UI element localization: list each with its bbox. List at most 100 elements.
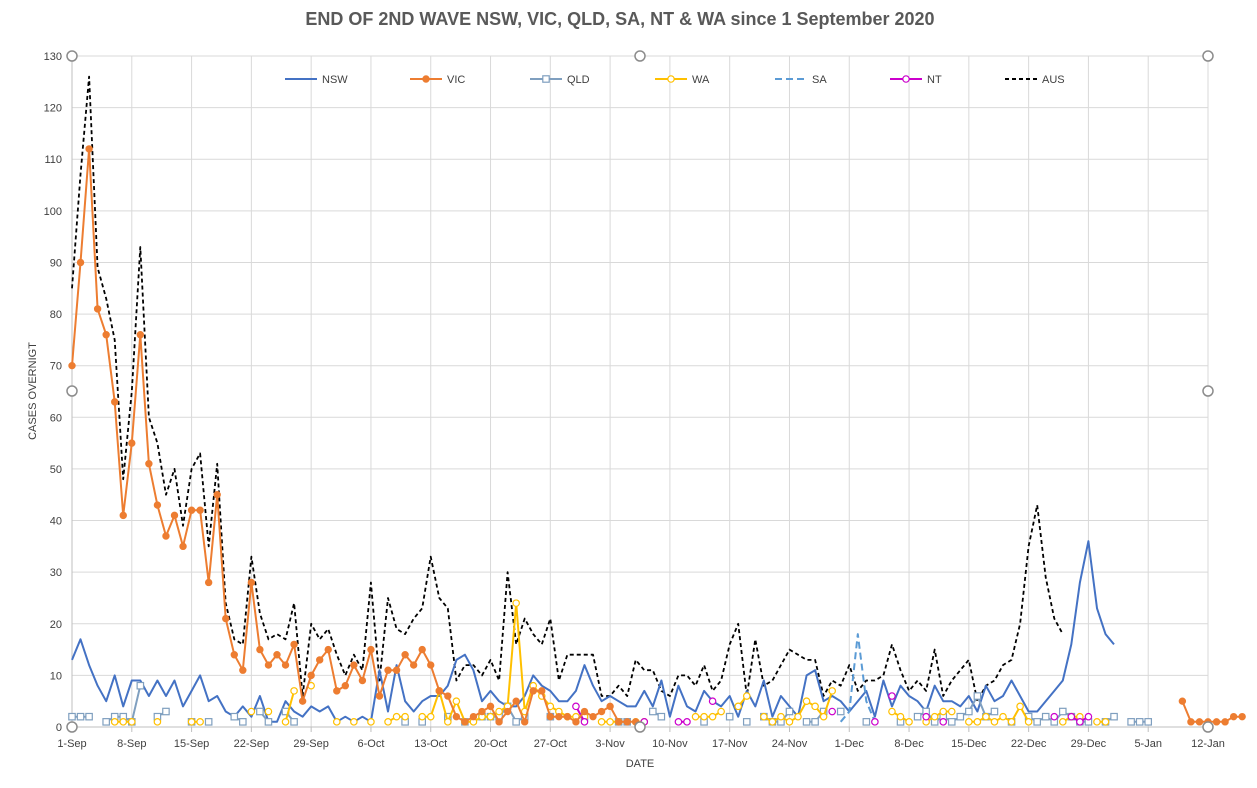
data-point-wa: [990, 718, 999, 726]
data-point-wa: [742, 692, 751, 700]
data-point-vic: [597, 707, 606, 716]
data-point-vic: [452, 712, 461, 721]
y-tick-label: 30: [50, 567, 62, 579]
data-point-wa: [1016, 702, 1024, 711]
data-point-vic: [273, 651, 281, 659]
data-point-wa: [127, 718, 136, 726]
data-point-wa: [367, 718, 375, 726]
data-point-wa: [196, 718, 204, 726]
legend-item-sa: SA: [775, 74, 827, 86]
data-point-vic: [358, 676, 367, 685]
data-point-qld: [512, 718, 520, 726]
data-point-nt: [871, 718, 879, 726]
data-point-qld: [102, 718, 110, 726]
legend-item-qld: QLD: [530, 74, 590, 86]
data-point-wa: [691, 712, 700, 721]
data-point-qld: [785, 707, 794, 716]
legend-label: SA: [812, 74, 827, 86]
data-point-vic: [298, 697, 307, 705]
data-point-vic: [264, 661, 273, 669]
legend-label: AUS: [1042, 74, 1065, 86]
data-point-vic: [555, 712, 563, 721]
y-tick-label: 120: [44, 103, 62, 115]
data-point-qld: [862, 718, 871, 726]
data-point-wa: [700, 712, 708, 721]
data-point-wa: [247, 707, 256, 716]
data-point-nt: [683, 718, 691, 726]
data-point-wa: [187, 718, 196, 726]
data-point-wa: [1024, 718, 1033, 726]
series-line-wa: [284, 690, 296, 723]
selection-handles[interactable]: [66, 50, 1214, 733]
data-point-nt: [1050, 712, 1059, 721]
data-point-nt: [939, 718, 948, 726]
data-point-qld: [973, 692, 982, 700]
x-tick-label: 15-Sep: [174, 738, 209, 750]
data-point-wa: [930, 712, 939, 721]
y-tick-label: 20: [50, 619, 62, 631]
data-point-qld: [657, 712, 666, 721]
x-tick-label: 3-Nov: [595, 738, 625, 750]
data-point-vic: [170, 511, 179, 520]
data-point-vic: [486, 702, 495, 711]
resize-handle[interactable]: [1202, 385, 1214, 397]
x-tick-label: 13-Oct: [414, 738, 447, 750]
data-point-vic: [179, 542, 187, 551]
data-point-wa: [734, 702, 743, 711]
data-point-vic: [546, 712, 555, 721]
y-tick-label: 40: [50, 516, 62, 528]
x-tick-label: 1-Sep: [57, 738, 86, 750]
data-point-wa: [768, 718, 777, 726]
data-point-vic: [315, 656, 324, 664]
data-point-wa: [1058, 718, 1067, 726]
series-vic: [68, 145, 1246, 726]
data-point-vic: [93, 305, 102, 313]
data-point-vic: [375, 692, 384, 700]
data-point-wa: [418, 712, 426, 721]
data-point-wa: [332, 718, 341, 726]
data-point-qld: [811, 718, 819, 726]
data-point-vic: [239, 666, 247, 674]
data-point-qld: [85, 712, 93, 721]
data-point-vic: [1221, 718, 1229, 726]
x-tick-label: 15-Dec: [951, 738, 987, 750]
data-point-qld: [76, 712, 85, 721]
legend-label: WA: [692, 74, 710, 86]
data-point-qld: [836, 707, 845, 716]
data-point-vic: [102, 331, 110, 339]
data-point-nt: [1084, 712, 1093, 721]
y-tick-label: 70: [50, 361, 62, 373]
resize-handle[interactable]: [1202, 721, 1214, 733]
resize-handle[interactable]: [66, 721, 78, 733]
data-point-qld: [725, 712, 734, 721]
data-point-qld: [1135, 718, 1144, 726]
resize-handle[interactable]: [66, 50, 78, 62]
data-point-wa: [802, 697, 811, 705]
data-point-vic: [1187, 718, 1195, 726]
data-point-vic: [230, 651, 238, 659]
data-point-vic: [572, 718, 580, 726]
y-tick-label: 130: [44, 51, 62, 63]
legend-label: VIC: [447, 74, 465, 86]
data-point-vic: [435, 687, 443, 695]
data-point-vic: [128, 439, 136, 447]
data-point-qld: [956, 712, 965, 721]
resize-handle[interactable]: [634, 721, 646, 733]
data-point-wa: [384, 718, 392, 726]
resize-handle[interactable]: [66, 385, 78, 397]
legend-label: NT: [927, 74, 942, 86]
legend-marker: [667, 75, 675, 83]
resize-handle[interactable]: [634, 50, 646, 62]
y-tick-label: 50: [50, 464, 62, 476]
data-point-qld: [162, 707, 170, 716]
data-point-qld: [136, 681, 145, 690]
data-point-vic: [580, 707, 589, 716]
data-point-vic: [367, 645, 375, 654]
legend-item-vic: VIC: [410, 74, 465, 86]
resize-handle[interactable]: [1202, 50, 1214, 62]
axes: 0 10 20 30 40 50 60 70 80 90 100 110 120 130 1-Sep 8-Se…: [44, 51, 1225, 750]
data-point-wa: [290, 687, 298, 695]
x-tick-label: 22-Sep: [234, 738, 269, 750]
data-point-wa: [888, 707, 896, 716]
data-point-wa: [597, 718, 606, 726]
